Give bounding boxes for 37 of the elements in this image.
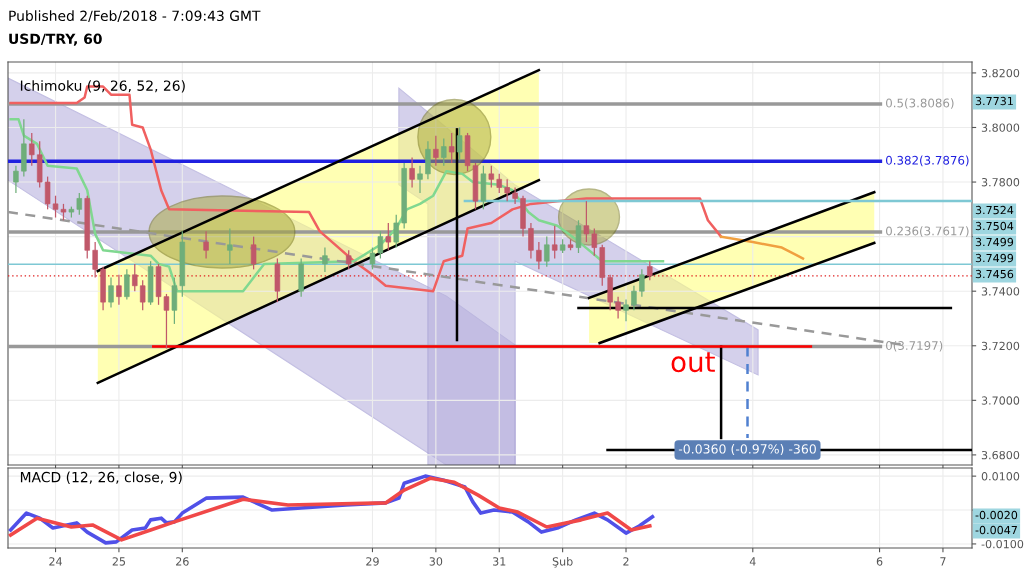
x-tick-label: 25 xyxy=(112,557,126,566)
text: 3.7499 xyxy=(975,253,1014,263)
text: 3.7499 xyxy=(975,237,1014,247)
text: 3.7504 xyxy=(975,221,1014,231)
annotation: out xyxy=(671,352,715,373)
y-tick-label: 3.6800 xyxy=(981,450,1020,460)
y-tick-label: 0.0100 xyxy=(981,472,1020,481)
text: -0.0047 xyxy=(975,525,1017,535)
x-tick-label: 26 xyxy=(176,557,189,566)
y-tick-label: 3.7800 xyxy=(981,178,1020,187)
annotation: -0.0360 (-0.97%) -360 xyxy=(678,443,816,456)
ref-line-label: 0(3.7197) xyxy=(886,340,943,352)
x-tick-label: 4 xyxy=(749,557,756,566)
y-tick-label: 3.7200 xyxy=(981,341,1020,351)
x-tick-label: 31 xyxy=(493,557,506,566)
annotation: MACD (12, 26, close, 9) xyxy=(20,471,182,484)
text: -0.0020 xyxy=(975,510,1018,520)
text: 3.7524 xyxy=(975,205,1014,215)
text: 3.7731 xyxy=(975,96,1013,106)
ref-line-label: 0.5(3.8086) xyxy=(886,98,954,109)
ref-line-label: 0.236(3.7617) xyxy=(886,226,969,237)
ref-line-label: 0.382(3.7876) xyxy=(886,155,969,167)
text: 3.7456 xyxy=(975,269,1014,279)
x-tick-label: 2 xyxy=(623,557,629,566)
y-tick-label: 3.8200 xyxy=(981,68,1020,78)
y-tick-label: 3.7000 xyxy=(981,396,1020,405)
chart-subtitle: USD/TRY, 60 xyxy=(9,33,102,46)
y-tick-label: 3.7400 xyxy=(981,287,1020,296)
x-tick-label: 30 xyxy=(429,557,443,566)
x-tick-label: 24 xyxy=(49,557,62,566)
chart-title: Published 2/Feb/2018 - 7:09:43 GMT xyxy=(9,10,261,23)
x-tick-label: Şub xyxy=(552,557,573,568)
x-tick-label: 29 xyxy=(366,557,379,566)
x-tick-label: 7 xyxy=(940,557,946,566)
y-tick-label: 3.8000 xyxy=(981,123,1020,132)
x-tick-label: 6 xyxy=(876,557,883,566)
y-tick-label: -0.0100 xyxy=(981,539,1024,549)
